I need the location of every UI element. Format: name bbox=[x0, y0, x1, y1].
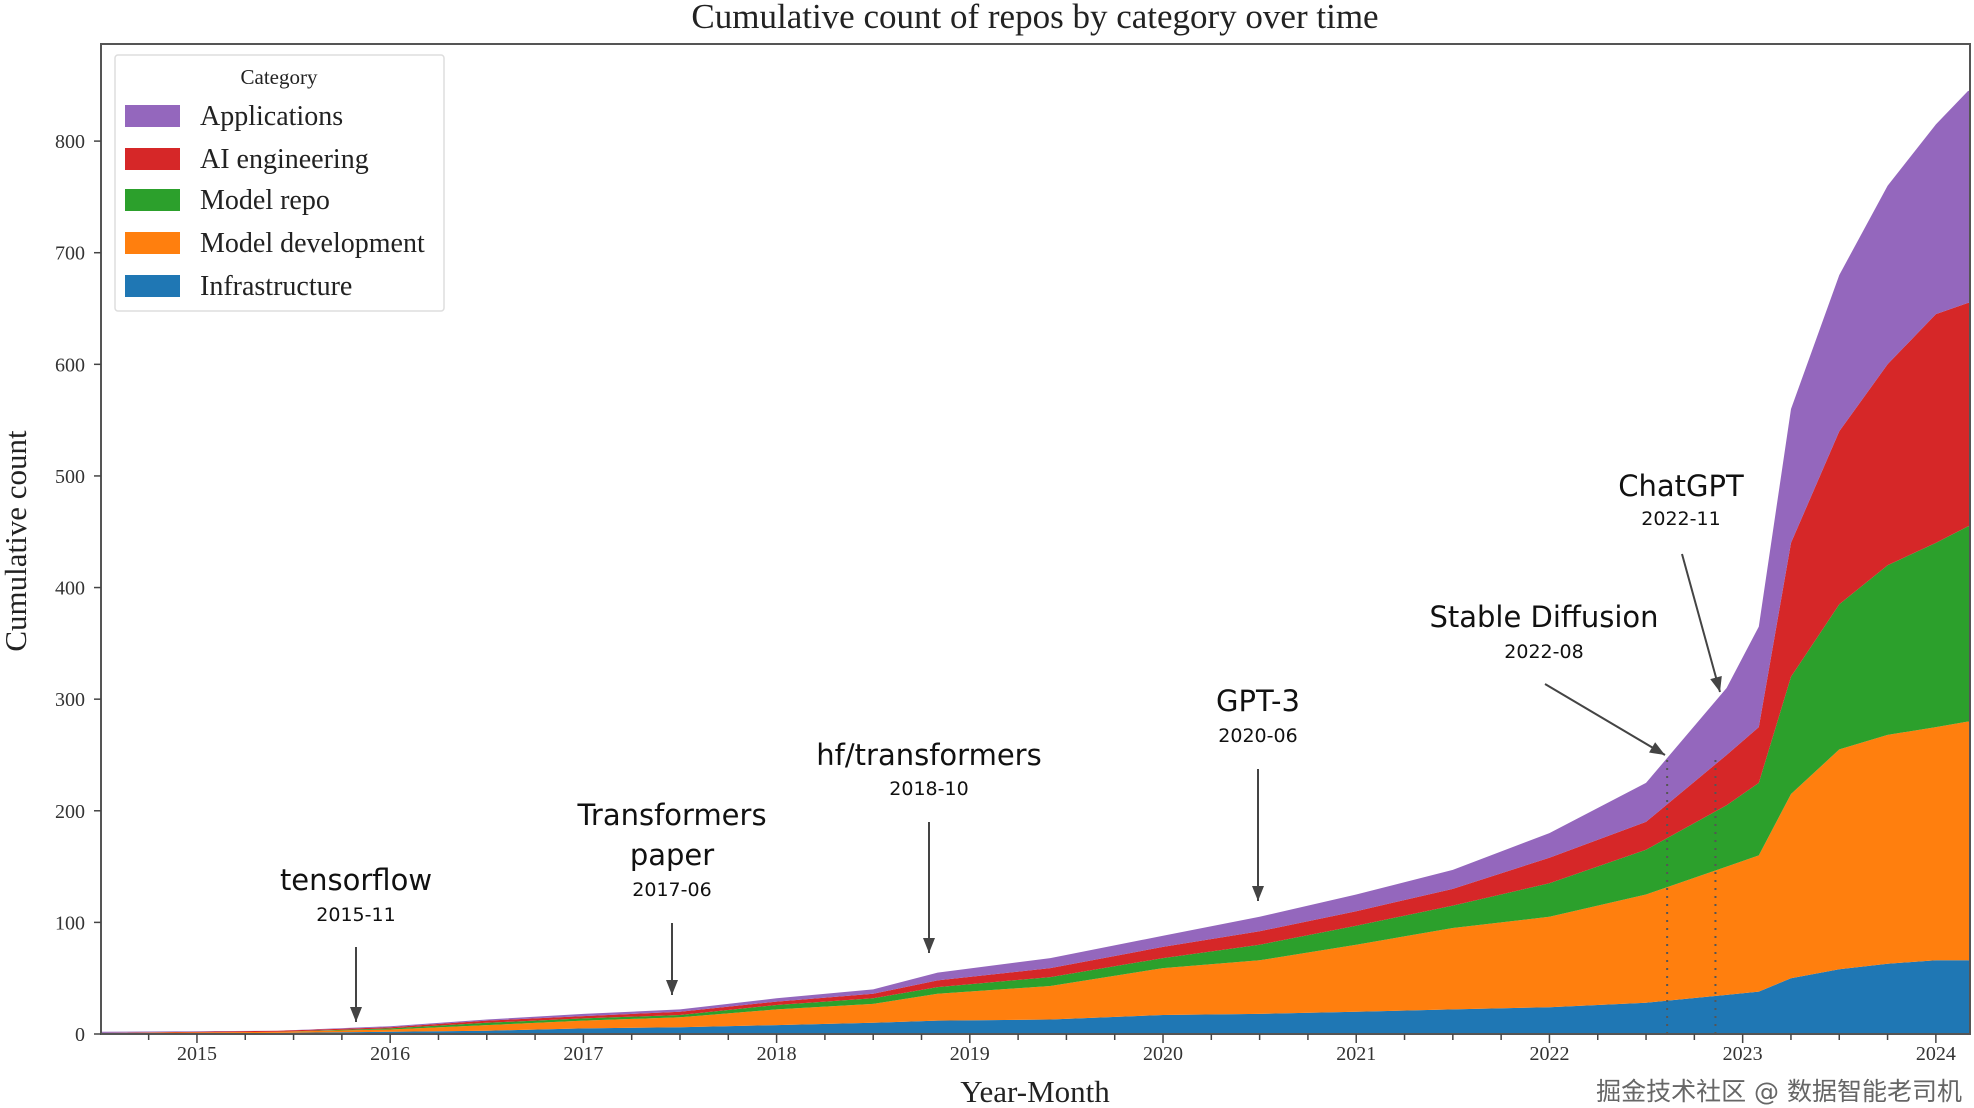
annotation-date: 2022-11 bbox=[1641, 508, 1720, 530]
x-tick-label: 2019 bbox=[950, 1043, 990, 1065]
arrowhead-icon bbox=[1252, 886, 1264, 901]
legend-swatch bbox=[125, 232, 180, 254]
vertical-markers bbox=[1666, 760, 1717, 1034]
legend-label: Applications bbox=[200, 101, 343, 132]
area-model-development bbox=[101, 721, 1970, 1034]
annotation-label: Transformers bbox=[576, 798, 766, 832]
y-axis-label: Cumulative count bbox=[0, 430, 33, 652]
y-tick-label: 300 bbox=[55, 689, 85, 711]
legend-swatch bbox=[125, 189, 180, 211]
legend-box bbox=[114, 54, 445, 312]
plot-frame bbox=[100, 43, 1971, 1035]
y-axis: 0 100 200 300 400 500 600 700 800 bbox=[55, 131, 101, 1046]
annotation-label: ChatGPT bbox=[1618, 469, 1744, 503]
legend-label: AI engineering bbox=[200, 144, 369, 175]
annotation-date: 2015-11 bbox=[316, 904, 395, 926]
x-tick-label: 2022 bbox=[1529, 1043, 1569, 1065]
annotation-label: tensorflow bbox=[280, 863, 432, 897]
annotation: GPT-3 2020-06 bbox=[1216, 684, 1300, 901]
arrowhead-icon bbox=[923, 938, 935, 953]
legend-label: Infrastructure bbox=[200, 271, 352, 302]
legend-swatch bbox=[125, 148, 180, 170]
y-tick-label: 700 bbox=[55, 243, 85, 265]
y-tick-label: 600 bbox=[55, 354, 85, 376]
area-model-repo bbox=[101, 526, 1970, 1033]
x-tick-label: 2016 bbox=[370, 1043, 410, 1065]
annotation: tensorflow 2015-11 bbox=[280, 863, 432, 1022]
annotation-label: GPT-3 bbox=[1216, 684, 1300, 718]
legend-label: Model development bbox=[200, 228, 425, 259]
x-tick-label: 2023 bbox=[1723, 1043, 1763, 1065]
x-tick-label: 2015 bbox=[177, 1043, 217, 1065]
y-tick-label: 500 bbox=[55, 466, 85, 488]
annotation-label: Stable Diffusion bbox=[1429, 600, 1658, 634]
legend-label: Model repo bbox=[200, 185, 330, 216]
x-tick-label: 2017 bbox=[563, 1043, 603, 1065]
arrowhead-icon bbox=[350, 1007, 362, 1022]
area-infrastructure bbox=[101, 960, 1970, 1034]
arrowhead-icon bbox=[666, 980, 678, 995]
legend: Category Applications AI engineering Model… bbox=[114, 54, 445, 312]
annotation-label: paper bbox=[630, 838, 714, 872]
annotations: tensorflow 2015-11 Transformers paper 2017-0… bbox=[280, 469, 1744, 1022]
area-layers bbox=[101, 90, 1970, 1034]
y-tick-label: 0 bbox=[75, 1024, 85, 1046]
annotation-label: hf/transformers bbox=[816, 738, 1041, 772]
arrowhead-icon bbox=[1710, 675, 1722, 692]
annotation: ChatGPT 2022-11 bbox=[1618, 469, 1744, 693]
x-tick-label: 2020 bbox=[1143, 1043, 1183, 1065]
annotation-arrow bbox=[1681, 553, 1721, 693]
arrowhead-icon bbox=[1649, 742, 1665, 755]
annotation-date: 2017-06 bbox=[632, 879, 711, 901]
annotation-date: 2018-10 bbox=[889, 778, 968, 800]
legend-swatch bbox=[125, 275, 180, 297]
annotation: Transformers paper 2017-06 bbox=[576, 798, 767, 995]
x-tick-label: 2021 bbox=[1336, 1043, 1376, 1065]
annotation-date: 2020-06 bbox=[1218, 725, 1297, 747]
x-tick-label: 2024 bbox=[1916, 1043, 1956, 1065]
y-tick-label: 200 bbox=[55, 801, 85, 823]
chart-title: Cumulative count of repos by category ov… bbox=[691, 0, 1378, 36]
annotation: Stable Diffusion 2022-08 bbox=[1429, 600, 1666, 756]
annotation-date: 2022-08 bbox=[1504, 641, 1583, 663]
x-tick-label: 2018 bbox=[757, 1043, 797, 1065]
y-tick-label: 100 bbox=[55, 912, 85, 934]
annotation-arrow bbox=[1544, 683, 1666, 756]
x-axis-label: Year-Month bbox=[960, 1074, 1110, 1108]
y-tick-label: 800 bbox=[55, 131, 85, 153]
x-axis: 2015 2016 2017 2018 2019 2020 2021 2022 2023 2024 bbox=[147, 1034, 1956, 1065]
watermark: 掘金技术社区 @ 数据智能老司机 bbox=[1596, 1077, 1962, 1106]
legend-title: Category bbox=[241, 65, 318, 89]
legend-swatch bbox=[125, 105, 180, 127]
y-tick-label: 400 bbox=[55, 578, 85, 600]
annotation: hf/transformers 2018-10 bbox=[816, 738, 1042, 953]
